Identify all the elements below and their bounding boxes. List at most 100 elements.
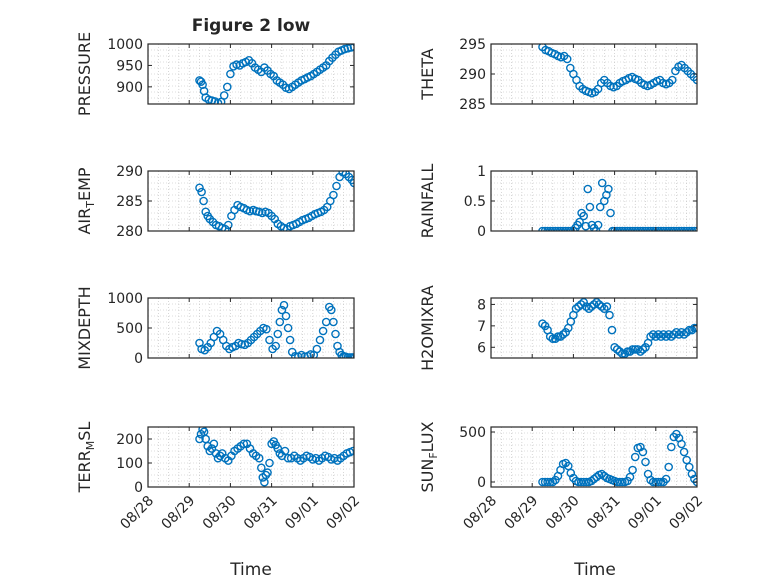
data-point [682, 327, 692, 337]
x-tick-label: 09/01 [625, 493, 665, 533]
axes-box [147, 43, 355, 105]
subplot-5: 0 500 1000 MIXDEPTH [75, 286, 355, 370]
y-axis-label-main: AIR [75, 208, 94, 235]
data-point [636, 442, 645, 452]
data-point [545, 477, 555, 487]
data-point [267, 439, 276, 449]
data-point [602, 302, 612, 311]
y-tick-label: 285 [459, 97, 486, 113]
data-point [618, 349, 627, 358]
data-point [656, 332, 666, 341]
data-point [583, 184, 593, 194]
data-point [620, 349, 630, 358]
series-markers [195, 171, 354, 231]
data-point [630, 452, 640, 462]
y-tick-label: 0 [477, 475, 486, 491]
data-point [237, 339, 246, 349]
data-point [538, 319, 547, 329]
y-tick-label: 900 [116, 80, 143, 96]
y-tick-label: 1000 [107, 291, 143, 307]
axes-box [147, 426, 355, 488]
data-point [592, 298, 601, 307]
series-markers [538, 298, 697, 358]
subplot-4: 0 0.5 1 RAINFALL [418, 164, 698, 240]
data-point [215, 451, 225, 461]
data-point [312, 344, 322, 354]
data-point [271, 341, 281, 351]
data-point [638, 447, 648, 457]
y-tick-label: 280 [116, 224, 143, 240]
data-point [687, 325, 697, 335]
y-axis-label-subscript: T [84, 201, 97, 209]
data-point [566, 468, 576, 478]
y-axis-label-rest: SL [75, 422, 94, 441]
data-point [636, 347, 645, 356]
y-tick-label: 290 [116, 164, 143, 180]
data-point [607, 325, 617, 335]
y-axis-label-main: SUN [418, 459, 437, 493]
data-point [677, 327, 686, 337]
data-point [623, 347, 632, 356]
data-point [331, 329, 340, 339]
x-tick-label: 08/31 [241, 493, 281, 533]
data-point [685, 325, 694, 335]
data-point [273, 329, 283, 339]
data-point [667, 442, 676, 452]
data-point [275, 317, 285, 327]
data-point [263, 468, 272, 477]
data-point [628, 465, 637, 475]
data-point [209, 439, 219, 449]
y-axis-label: AIRTEMP [75, 167, 97, 234]
data-point [346, 44, 354, 52]
data-point [661, 474, 671, 484]
data-point [329, 190, 338, 200]
y-axis-label: H2OMIXRA [418, 285, 437, 371]
data-point [633, 345, 643, 354]
data-point [579, 211, 589, 221]
data-point [341, 352, 351, 358]
y-axis-label: SUNFLUX [418, 421, 440, 492]
data-point [690, 474, 697, 484]
data-point [226, 69, 235, 79]
data-point [585, 202, 595, 212]
series-markers [538, 429, 697, 487]
data-point [584, 304, 594, 314]
data-point [265, 458, 274, 468]
data-point [280, 446, 290, 456]
data-point [593, 220, 603, 230]
data-point [561, 327, 571, 337]
y-tick-label: 0 [134, 480, 143, 496]
y-tick-label: 6 [477, 340, 486, 356]
data-point [553, 332, 563, 341]
data-point [201, 207, 210, 217]
y-tick-label: 500 [116, 321, 143, 337]
data-point [315, 335, 325, 345]
data-point [648, 330, 658, 339]
data-point [600, 304, 609, 314]
data-point [575, 217, 584, 227]
data-point [587, 302, 596, 311]
data-point [605, 310, 614, 320]
data-point [606, 208, 615, 218]
data-point [285, 335, 295, 345]
data-point [540, 321, 550, 331]
x-tick-label: 09/01 [282, 493, 322, 533]
data-point [223, 220, 233, 230]
y-tick-label: 0 [134, 351, 143, 367]
data-point [610, 342, 619, 352]
y-tick-label: 285 [116, 194, 143, 210]
x-tick-label: 08/31 [584, 493, 624, 533]
data-point [638, 345, 648, 354]
data-point [597, 178, 607, 188]
y-tick-label: 290 [459, 67, 486, 83]
series-markers [195, 44, 354, 104]
data-point [594, 300, 604, 309]
x-axis-label-left: Time [229, 560, 272, 580]
y-axis-label: MIXDEPTH [75, 286, 94, 369]
x-tick-label: 08/30 [200, 493, 240, 533]
data-point [210, 97, 220, 104]
data-point [674, 330, 684, 339]
data-point [687, 469, 697, 479]
